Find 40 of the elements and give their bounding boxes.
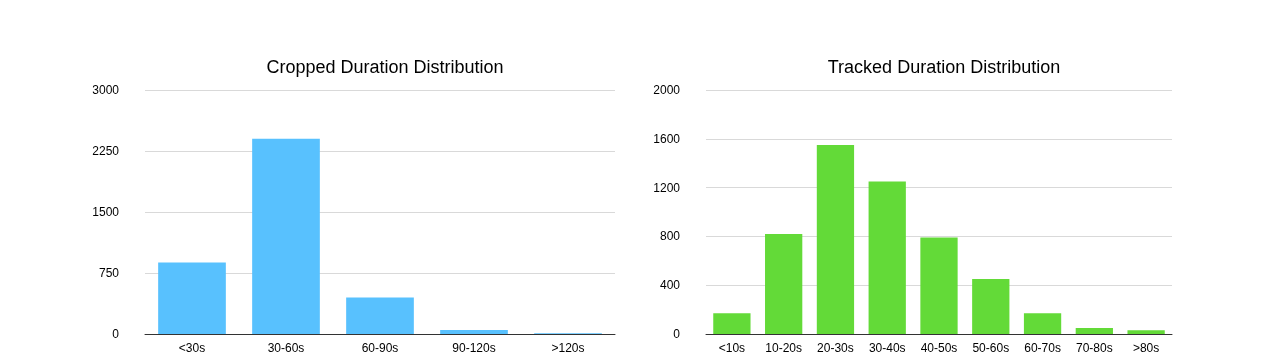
y-tick-label: 1600 xyxy=(653,131,681,146)
x-tick-label: 40-50s xyxy=(920,341,958,355)
x-tick-label: >80s xyxy=(1132,341,1160,355)
bar xyxy=(1127,330,1165,334)
bar xyxy=(972,279,1010,334)
x-tick-label: 10-20s xyxy=(765,341,803,355)
y-tick-label: 1200 xyxy=(653,180,681,195)
bar xyxy=(1075,327,1113,334)
y-tick-label: 1500 xyxy=(92,205,120,219)
bar xyxy=(765,233,803,334)
bar xyxy=(920,237,958,334)
x-tick-label: 90-120s xyxy=(452,341,496,355)
x-tick-label: 60-70s xyxy=(1024,341,1061,355)
y-tick-label: 2250 xyxy=(92,144,120,158)
x-tick-label: <30s xyxy=(178,341,206,355)
bar xyxy=(816,144,855,334)
x-tick-label: <10s xyxy=(718,341,746,355)
y-tick-label: 3000 xyxy=(92,83,120,97)
x-tick-label: >120s xyxy=(551,341,585,355)
y-tick-label: 0 xyxy=(673,327,681,341)
chart-title: Tracked Duration Distribution xyxy=(827,57,1061,77)
x-tick-label: 30-40s xyxy=(868,341,906,355)
x-tick-label: 70-80s xyxy=(1075,341,1113,355)
y-tick-label: 800 xyxy=(659,229,681,244)
chart-title: Cropped Duration Distribution xyxy=(266,57,504,77)
y-tick-label: 0 xyxy=(112,327,120,341)
y-tick-label: 2000 xyxy=(653,83,681,97)
bar xyxy=(1023,313,1062,334)
x-tick-label: 20-30s xyxy=(817,341,854,355)
bar xyxy=(252,138,320,334)
bar xyxy=(158,262,226,334)
bar xyxy=(440,329,508,334)
x-tick-label: 50-60s xyxy=(972,341,1010,355)
bar xyxy=(868,181,906,334)
bar xyxy=(713,313,751,334)
y-tick-label: 400 xyxy=(659,278,681,293)
y-tick-label: 750 xyxy=(98,266,120,280)
x-tick-label: 60-90s xyxy=(361,341,399,355)
x-tick-label: 30-60s xyxy=(267,341,305,355)
bar xyxy=(346,297,414,334)
